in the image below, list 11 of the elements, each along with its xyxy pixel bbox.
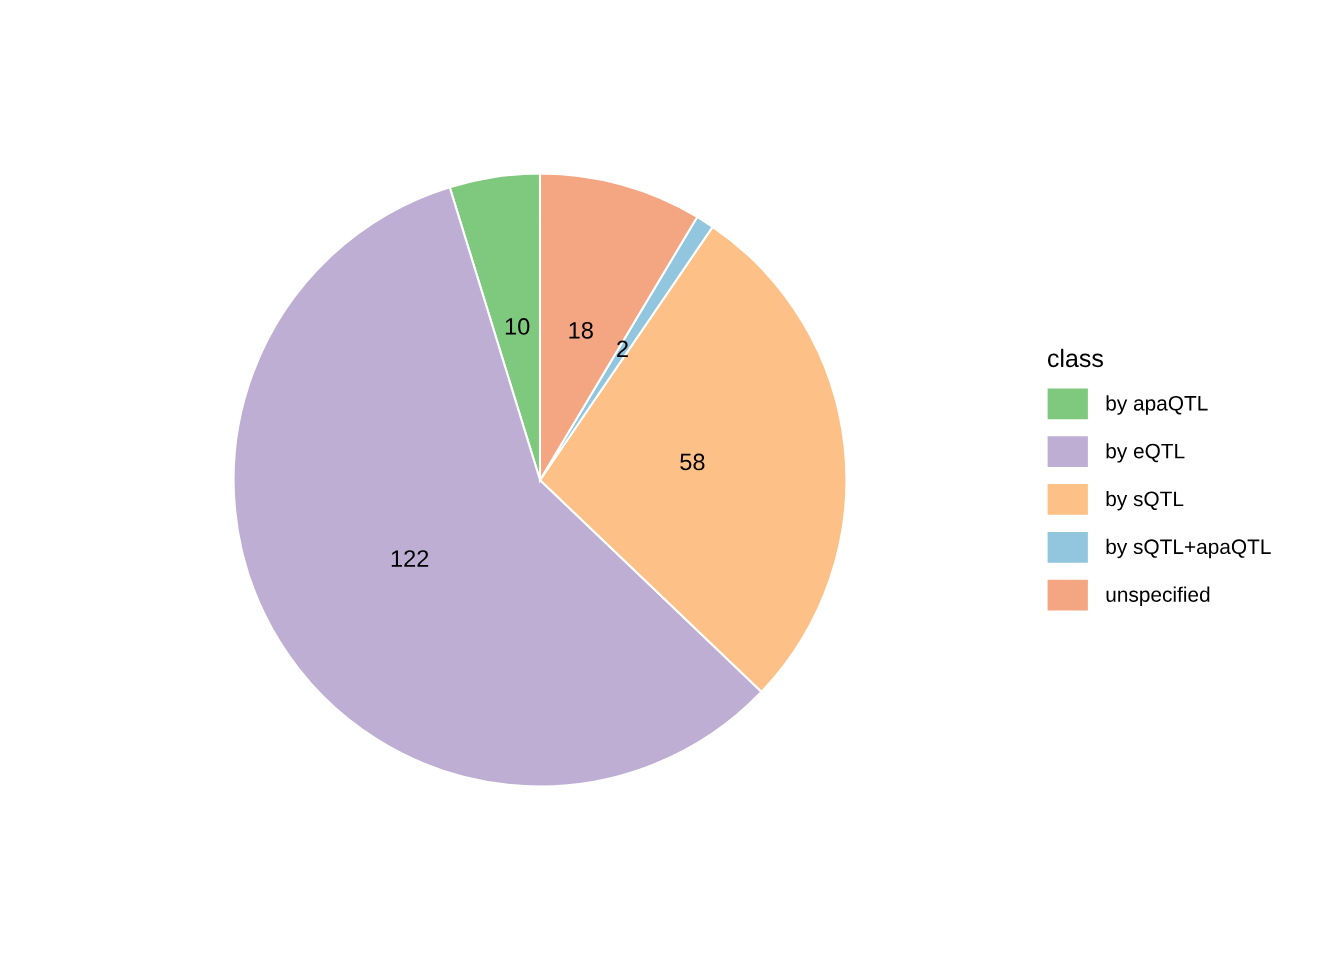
legend-label: by sQTL+apaQTL [1106,538,1271,559]
legend-label: by sQTL [1106,490,1184,511]
legend-label: by apaQTL [1106,395,1208,415]
legend-label: by eQTL [1106,443,1185,463]
data-label: 2 [617,340,628,357]
data-label: 10 [505,318,530,335]
data-label: 58 [680,453,705,471]
legend-title: class [1047,348,1103,368]
data-label: 122 [391,550,429,567]
data-label: 18 [569,321,593,339]
legend-label: unspecified [1106,586,1210,607]
